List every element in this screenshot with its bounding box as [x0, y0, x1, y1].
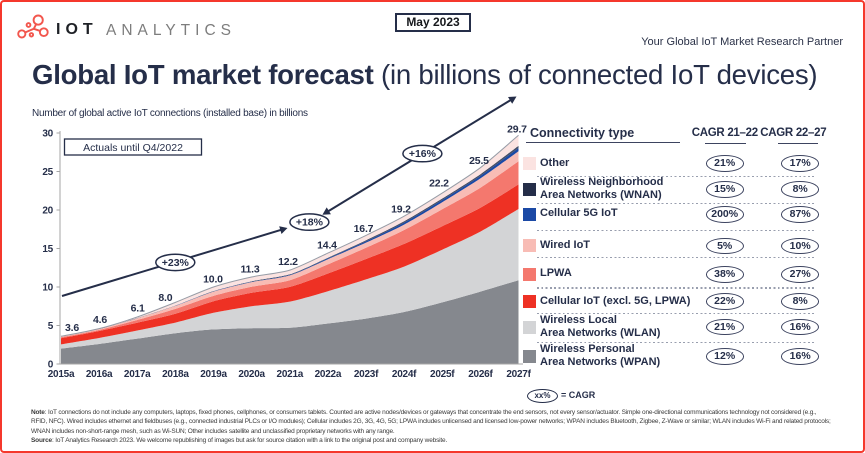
svg-text:2022a: 2022a [315, 369, 342, 380]
svg-text:19.2: 19.2 [391, 203, 411, 215]
svg-text:25.5: 25.5 [469, 155, 489, 167]
svg-text:0: 0 [48, 360, 54, 371]
svg-text:2026f: 2026f [468, 369, 493, 380]
svg-text:12.2: 12.2 [278, 256, 298, 268]
svg-text:2027f: 2027f [506, 369, 531, 380]
svg-text:14.4: 14.4 [317, 239, 337, 251]
svg-text:10: 10 [42, 283, 53, 294]
svg-text:20: 20 [42, 206, 53, 217]
svg-text:29.7: 29.7 [507, 123, 527, 135]
svg-text:2015a: 2015a [48, 369, 75, 380]
svg-text:2025f: 2025f [430, 369, 455, 380]
svg-text:6.1: 6.1 [131, 302, 145, 314]
svg-text:2024f: 2024f [392, 369, 417, 380]
svg-text:25: 25 [42, 167, 53, 178]
svg-text:2020a: 2020a [238, 369, 265, 380]
svg-text:15: 15 [42, 244, 53, 255]
svg-text:+18%: +18% [296, 217, 324, 229]
svg-text:4.6: 4.6 [93, 314, 107, 326]
svg-text:Actuals until Q4/2022: Actuals until Q4/2022 [83, 142, 183, 154]
svg-text:2023f: 2023f [354, 369, 379, 380]
svg-text:2018a: 2018a [162, 369, 189, 380]
svg-text:11.3: 11.3 [240, 263, 259, 275]
svg-text:3.6: 3.6 [65, 322, 79, 334]
svg-text:22.2: 22.2 [429, 177, 449, 189]
svg-text:16.7: 16.7 [354, 223, 374, 235]
svg-text:10.0: 10.0 [203, 274, 223, 286]
svg-text:2019a: 2019a [200, 369, 227, 380]
svg-text:2016a: 2016a [86, 369, 113, 380]
svg-text:+23%: +23% [162, 257, 190, 269]
svg-text:+16%: +16% [409, 148, 437, 160]
svg-text:5: 5 [48, 321, 54, 332]
svg-text:8.0: 8.0 [158, 292, 172, 304]
svg-text:2017a: 2017a [124, 369, 151, 380]
svg-text:30: 30 [42, 129, 53, 140]
svg-text:2021a: 2021a [277, 369, 304, 380]
